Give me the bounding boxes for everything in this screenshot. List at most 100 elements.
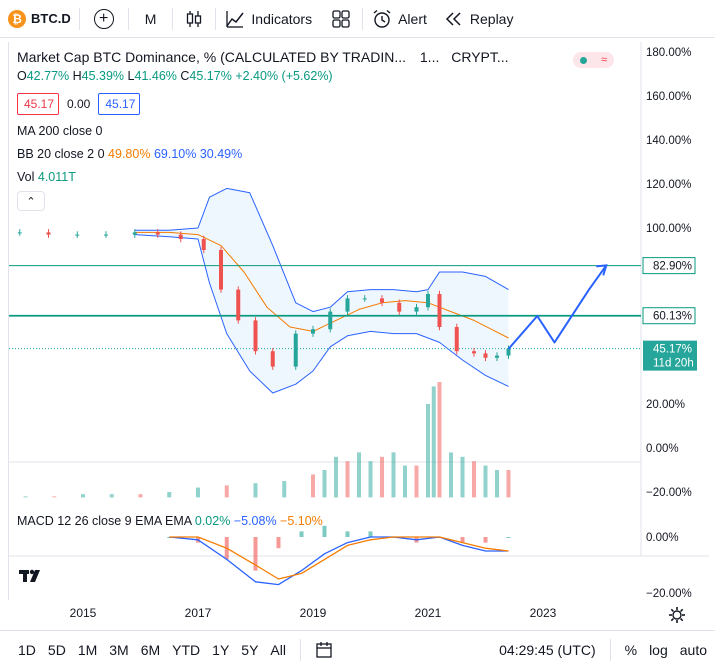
chart-area[interactable]: 180.00%160.00%140.00%120.00%100.00%60.00… — [8, 42, 709, 620]
volume-bar — [403, 465, 407, 498]
candle-body — [397, 302, 402, 312]
volume-bar — [196, 487, 200, 498]
indicators-button[interactable]: Indicators — [216, 0, 320, 38]
templates-button[interactable] — [320, 0, 362, 38]
macd-histogram-bar — [483, 537, 488, 543]
range-button-6m[interactable]: 6M — [140, 641, 161, 658]
bb-lower-value: 30.49% — [199, 147, 243, 161]
range-button-1y[interactable]: 1Y — [212, 641, 230, 658]
ohlc-row: O42.77% H45.39% L41.46% C45.17% +2.40% (… — [17, 69, 509, 83]
range-button-3m[interactable]: 3M — [109, 641, 129, 658]
volume-bar — [23, 496, 28, 498]
volume-bar — [414, 465, 419, 498]
volume-bar — [380, 456, 384, 498]
bb-legend[interactable]: BB 20 close 2 0 49.80% 69.10% 30.49% — [17, 147, 509, 161]
buy-button[interactable]: 45.17 — [98, 93, 141, 115]
alert-button[interactable]: Alert — [363, 0, 435, 38]
candle-body — [506, 348, 511, 356]
macd-legend[interactable]: MACD 12 26 close 9 EMA EMA 0.02% −5.08% … — [17, 514, 323, 528]
time-axis-label: 2017 — [185, 606, 212, 620]
high-label: H — [72, 69, 82, 83]
toolbar-divider — [299, 638, 301, 661]
range-button-5d[interactable]: 5D — [47, 641, 66, 658]
time-axis-label: 2015 — [70, 606, 97, 620]
range-button-all[interactable]: All — [270, 641, 286, 658]
price-tick-label: 100.00% — [646, 223, 691, 235]
bb-label: BB 20 close 2 0 — [17, 147, 105, 161]
date-range-icon[interactable] — [315, 641, 333, 659]
interval-button[interactable]: M — [129, 0, 173, 38]
bb-upper-value: 69.10% — [153, 147, 197, 161]
price-tick-label: 20.00% — [646, 399, 685, 411]
plus-circle-icon: + — [93, 8, 114, 29]
volume-bar — [472, 461, 476, 498]
volume-bar — [345, 461, 350, 498]
candle-body — [270, 351, 275, 367]
volume-bar — [449, 452, 453, 498]
series-interval: 1... — [419, 49, 440, 65]
last-price-badge — [643, 340, 697, 371]
compare-symbol-button[interactable]: + — [80, 0, 128, 38]
candle-body — [495, 355, 499, 358]
bb-band-fill — [134, 188, 509, 393]
volume-bar — [334, 456, 338, 498]
log-scale-toggle[interactable]: log — [649, 641, 668, 658]
auto-scale-toggle[interactable]: auto — [679, 641, 707, 658]
market-status-badge[interactable]: ≈ — [573, 52, 614, 68]
open-label: O — [17, 69, 27, 83]
bitcoin-icon: ₿ — [8, 9, 26, 28]
candle-body — [293, 333, 298, 367]
candle-body — [414, 307, 419, 312]
volume-legend[interactable]: Vol 4.011T — [17, 170, 509, 184]
main-legend: Market Cap BTC Dominance, % (CALCULATED … — [17, 49, 614, 211]
volume-label: Vol — [17, 170, 35, 184]
candle-body — [155, 232, 160, 235]
change-value: +2.40% (+5.62%) — [235, 69, 333, 83]
series-title[interactable]: Market Cap BTC Dominance, % (CALCULATED … — [17, 49, 406, 65]
replay-button[interactable]: Replay — [435, 0, 522, 38]
sell-button[interactable]: 45.17 — [17, 93, 59, 115]
candles-icon — [187, 10, 202, 27]
macd-histogram-bar — [345, 531, 350, 537]
chart-type-button[interactable] — [173, 0, 215, 38]
volume-bar — [426, 404, 430, 498]
hline-label-box — [642, 307, 696, 325]
candle-body — [362, 298, 367, 300]
chart-canvas[interactable]: 180.00%160.00%140.00%120.00%100.00%60.00… — [9, 42, 709, 630]
candle-body — [426, 294, 430, 308]
collapse-legend-button[interactable]: ⌃ — [17, 191, 45, 211]
range-button-5y[interactable]: 5Y — [241, 641, 259, 658]
volume-bar — [437, 382, 442, 498]
tradingview-logo-icon[interactable] — [18, 566, 46, 586]
settings-gear-icon[interactable] — [668, 606, 686, 624]
candle-body — [328, 311, 333, 330]
macd-tick-label: 0.00% — [646, 532, 679, 544]
range-button-1d[interactable]: 1D — [18, 641, 36, 658]
volume-bar — [167, 492, 172, 498]
replay-label: Replay — [469, 10, 514, 27]
ma-legend[interactable]: MA 200 close 0 — [17, 124, 509, 138]
percent-scale-toggle[interactable]: % — [624, 641, 638, 658]
trade-row: 45.17 0.00 45.17 — [17, 93, 509, 115]
range-button-ytd[interactable]: YTD — [172, 641, 201, 658]
projection-arrowhead — [596, 264, 608, 276]
hline-label: 60.13% — [653, 311, 692, 323]
symbol-label: BTC.D — [31, 11, 71, 26]
volume-bar — [460, 456, 465, 498]
candle-body — [380, 298, 384, 303]
clock-time[interactable]: 04:29:45 (UTC) — [499, 641, 596, 658]
range-button-1m[interactable]: 1M — [77, 641, 98, 658]
toolbar-divider — [78, 7, 80, 30]
volume-bar — [322, 470, 327, 498]
candle-body — [483, 353, 488, 358]
series-exchange: CRYPT... — [451, 49, 509, 65]
high-value: 45.39% — [81, 69, 125, 83]
bb-lower-line — [134, 234, 509, 394]
symbol-search-button[interactable]: ₿ BTC.D — [0, 0, 79, 38]
volume-bar — [495, 470, 499, 498]
bottom-toolbar: 1D 5D 1M 3M 6M YTD 1Y 5Y All 04:29:45 (UTC) % lo… — [0, 630, 715, 668]
volume-bar — [224, 485, 229, 498]
candle-body — [437, 294, 442, 327]
toolbar-divider — [609, 638, 611, 661]
macd-histogram-bar — [506, 537, 511, 538]
